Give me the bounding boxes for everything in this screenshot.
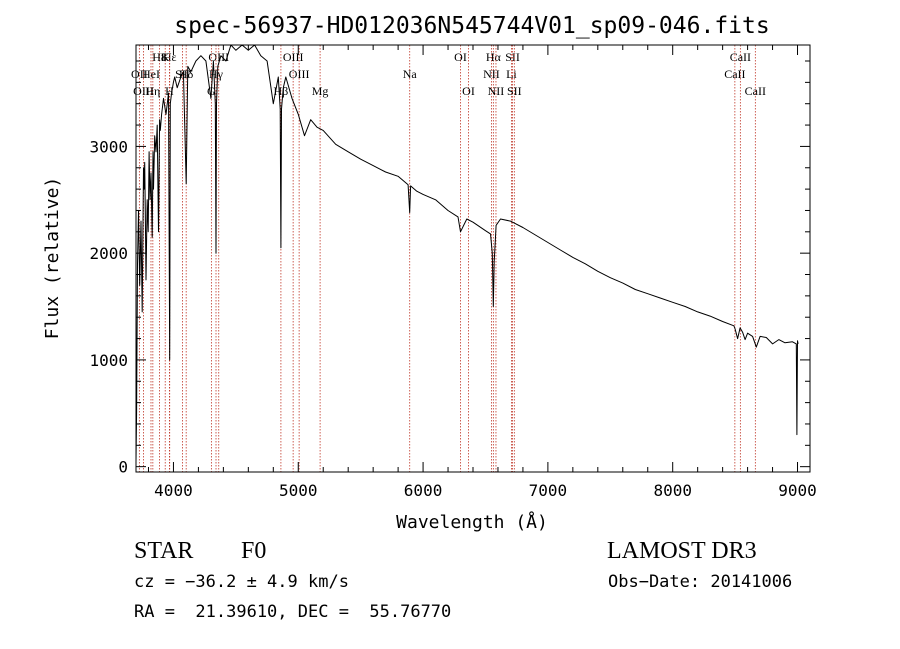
series-spectrum: [135, 44, 799, 462]
x-tick-label: 4000: [154, 481, 193, 500]
x-tick-label: 6000: [404, 481, 443, 500]
x-tick-label: 9000: [778, 481, 817, 500]
object-subclass: F0: [241, 538, 267, 564]
coordinates: RA = 21.39610, DEC = 55.76770: [134, 602, 452, 622]
x-axis-label: Wavelength (Å): [396, 511, 548, 533]
x-tick-label: 8000: [653, 481, 692, 500]
chart-title: spec-56937-HD012036N545744V01_sp09-046.f…: [174, 13, 769, 39]
marker-label-caii: CaII: [730, 50, 751, 64]
observation-date: Obs−Date: 20141006: [608, 572, 793, 592]
marker-label-oiii: OIII: [283, 50, 304, 64]
marker-label-hα: Hα: [486, 50, 502, 64]
x-tick-label: 7000: [529, 481, 568, 500]
marker-label-sii: SII: [505, 50, 520, 64]
marker-label-hβ: Hβ: [274, 84, 289, 98]
x-tick-label: 5000: [279, 481, 318, 500]
marker-label-oiii: OIII: [208, 50, 229, 64]
y-tick-label: 1000: [89, 351, 128, 370]
marker-label-hη: Hη: [145, 84, 160, 98]
y-tick-label: 2000: [89, 244, 128, 263]
marker-label-li: Li: [506, 67, 517, 81]
survey-name: LAMOST DR3: [607, 538, 757, 564]
marker-label-hei: HeI: [142, 67, 160, 81]
object-class: STAR: [134, 538, 194, 564]
marker-label-nii: NII: [488, 84, 505, 98]
plot-frame: [135, 44, 811, 473]
marker-label-oiii: OIII: [133, 84, 154, 98]
marker-label-oiii: OIII: [289, 67, 310, 81]
marker-label-na: Na: [403, 67, 418, 81]
marker-label-h: H: [165, 84, 174, 98]
redshift-cz: cz = −36.2 ± 4.9 km/s: [134, 572, 349, 592]
y-tick-label: 3000: [89, 137, 128, 156]
marker-label-oi: OI: [454, 50, 467, 64]
marker-label-mg: Mg: [312, 84, 329, 98]
marker-label-k: K: [161, 50, 170, 64]
y-tick-label: 0: [118, 458, 128, 477]
marker-label-hδ: Hδ: [179, 67, 194, 81]
y-axis-label: Flux (relative): [42, 177, 63, 340]
marker-label-h8: H8: [152, 50, 167, 64]
axis-ticks: 4000 5000 6000 7000 8000 9000 0 1000 2000 3000: [89, 45, 817, 500]
marker-label-caii: CaII: [745, 84, 766, 98]
marker-label-caii: CaII: [724, 67, 745, 81]
marker-label-sii: SII: [507, 84, 522, 98]
marker-label-oi: OI: [462, 84, 475, 98]
marker-label-nii: NII: [483, 67, 500, 81]
series-layer: [135, 44, 799, 462]
